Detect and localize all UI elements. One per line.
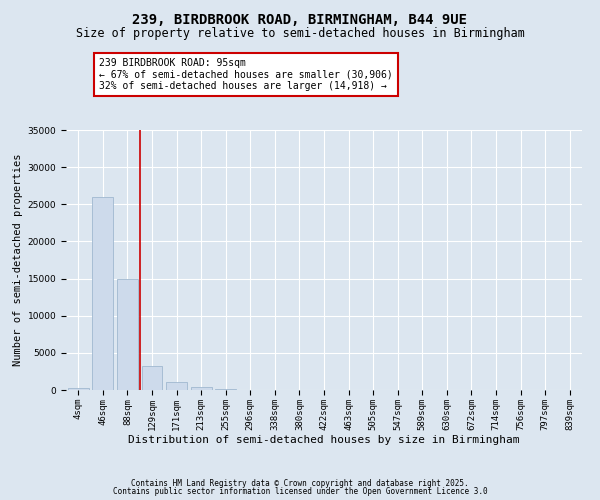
Bar <box>92 197 113 390</box>
Text: Contains public sector information licensed under the Open Government Licence 3.: Contains public sector information licen… <box>113 487 487 496</box>
Bar <box>166 382 187 390</box>
Text: Contains HM Land Registry data © Crown copyright and database right 2025.: Contains HM Land Registry data © Crown c… <box>131 478 469 488</box>
Bar <box>215 389 236 390</box>
Bar <box>68 388 89 390</box>
Y-axis label: Number of semi-detached properties: Number of semi-detached properties <box>13 154 23 366</box>
Text: Size of property relative to semi-detached houses in Birmingham: Size of property relative to semi-detach… <box>76 28 524 40</box>
Bar <box>142 366 163 390</box>
Text: 239, BIRDBROOK ROAD, BIRMINGHAM, B44 9UE: 239, BIRDBROOK ROAD, BIRMINGHAM, B44 9UE <box>133 12 467 26</box>
Bar <box>191 387 212 390</box>
Text: 239 BIRDBROOK ROAD: 95sqm
← 67% of semi-detached houses are smaller (30,906)
32%: 239 BIRDBROOK ROAD: 95sqm ← 67% of semi-… <box>99 58 393 90</box>
X-axis label: Distribution of semi-detached houses by size in Birmingham: Distribution of semi-detached houses by … <box>128 436 520 446</box>
Bar <box>117 278 138 390</box>
